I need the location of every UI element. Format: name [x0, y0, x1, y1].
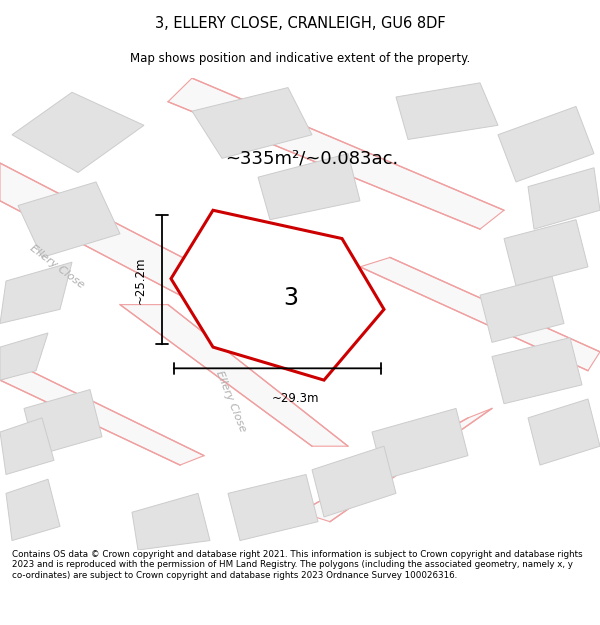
Polygon shape — [372, 409, 468, 479]
Text: 3, ELLERY CLOSE, CRANLEIGH, GU6 8DF: 3, ELLERY CLOSE, CRANLEIGH, GU6 8DF — [155, 16, 445, 31]
Polygon shape — [492, 338, 582, 404]
Polygon shape — [396, 83, 498, 139]
Polygon shape — [528, 168, 600, 229]
Polygon shape — [0, 262, 72, 324]
Polygon shape — [12, 92, 144, 172]
Polygon shape — [192, 88, 312, 158]
Polygon shape — [0, 333, 48, 380]
Polygon shape — [228, 474, 318, 541]
Polygon shape — [168, 78, 504, 229]
Polygon shape — [312, 446, 396, 517]
Polygon shape — [24, 389, 102, 456]
Polygon shape — [480, 276, 564, 342]
Text: Contains OS data © Crown copyright and database right 2021. This information is : Contains OS data © Crown copyright and d… — [12, 550, 583, 580]
Polygon shape — [258, 154, 360, 219]
Text: ~335m²/~0.083ac.: ~335m²/~0.083ac. — [226, 149, 398, 168]
Polygon shape — [300, 409, 492, 522]
Polygon shape — [171, 210, 384, 380]
Polygon shape — [528, 399, 600, 465]
Polygon shape — [0, 371, 204, 465]
Text: Ellery Close: Ellery Close — [28, 243, 86, 291]
Polygon shape — [210, 234, 282, 300]
Text: ~29.3m: ~29.3m — [272, 392, 319, 405]
Polygon shape — [0, 163, 228, 304]
Polygon shape — [0, 418, 54, 474]
Polygon shape — [504, 219, 588, 286]
Polygon shape — [498, 106, 594, 182]
Polygon shape — [132, 493, 210, 550]
Text: Map shows position and indicative extent of the property.: Map shows position and indicative extent… — [130, 52, 470, 65]
Text: ~25.2m: ~25.2m — [134, 256, 147, 304]
Polygon shape — [360, 258, 600, 371]
Polygon shape — [18, 182, 120, 258]
Polygon shape — [6, 479, 60, 541]
Text: 3: 3 — [284, 286, 299, 309]
Text: Ellery Close: Ellery Close — [214, 369, 248, 433]
Polygon shape — [120, 304, 348, 446]
